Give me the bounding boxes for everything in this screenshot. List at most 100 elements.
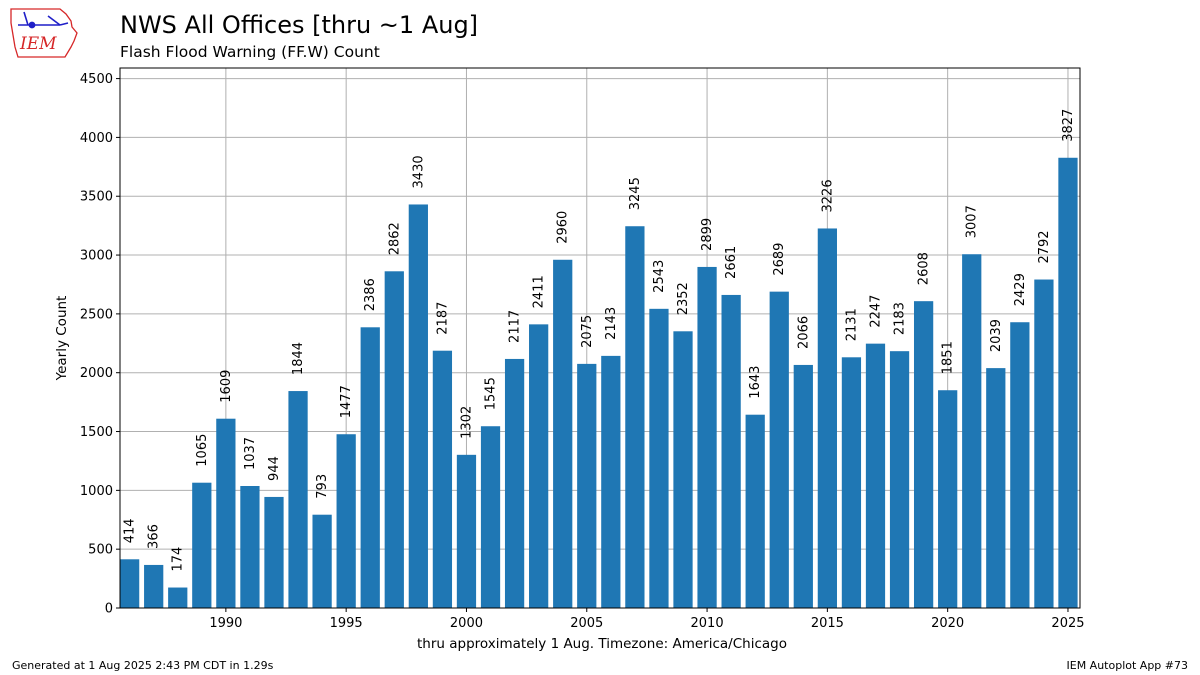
bar-1995 [336,434,356,608]
bar-2018 [889,351,910,608]
data-label-2009: 2352 [676,282,691,315]
data-label-2025: 3827 [1061,109,1076,142]
data-label-2012: 1643 [748,366,763,399]
y-tick-label: 2000 [80,366,113,381]
bar-1989 [192,482,212,608]
data-label-1986: 414 [123,518,138,543]
x-tick-label: 2005 [570,616,603,631]
data-label-1995: 1477 [339,385,354,418]
data-label-2014: 2066 [796,316,811,349]
bars [120,157,1078,608]
data-label-2023: 2429 [1013,273,1028,306]
data-label-1990: 1609 [219,370,234,403]
x-tick-label: 2020 [931,616,964,631]
data-label-1993: 1844 [291,342,306,375]
y-tick-label: 4000 [80,131,113,146]
bar-2020 [938,390,958,608]
x-tick-label: 2010 [691,616,724,631]
data-label-2017: 2247 [868,295,883,328]
axis-ticks: 1990 1995 2000 2005 2010 2015 2020 2025 0 500 1000… [80,72,1085,631]
y-tick-label: 1500 [80,425,113,440]
bar-2012 [745,414,765,608]
data-label-2005: 2075 [580,315,595,348]
data-label-2018: 2183 [893,302,908,335]
bar-2003 [529,324,549,608]
data-label-1989: 1065 [195,434,210,467]
y-tick-label: 3500 [80,190,113,205]
data-label-2015: 3226 [820,179,835,212]
y-tick-label: 4500 [80,72,113,87]
data-label-2008: 2543 [652,260,667,293]
plot-frame [119,67,1081,609]
app-label: IEM Autoplot App #73 [1066,659,1189,672]
data-label-2013: 2689 [772,243,787,276]
generated-timestamp: Generated at 1 Aug 2025 2:43 PM CDT in 1… [12,659,274,672]
data-label-2007: 3245 [628,177,643,210]
x-tick-label: 1990 [209,616,242,631]
data-label-2016: 2131 [844,308,859,341]
bar-2001 [480,426,501,608]
chart-subtitle: Flash Flood Warning (FF.W) Count [120,43,380,61]
iowa-outline-icon [10,8,78,58]
bar-2019 [913,301,934,608]
data-labels: 414 366 174 1065 1609 1037 944 1844 793 1477 2386 2… [123,109,1076,572]
y-tick-label: 0 [105,602,113,617]
data-label-2010: 2899 [700,218,715,251]
data-label-1992: 944 [267,456,282,481]
data-label-2019: 2608 [917,252,932,285]
bar-1994 [312,514,332,608]
bar-1992 [264,496,284,608]
bar-1990 [216,418,236,608]
data-label-2001: 1545 [484,377,499,410]
bar-2022 [986,368,1006,608]
bar-1993 [288,391,308,608]
bar-1996 [360,327,380,608]
bar-2017 [865,343,886,608]
bar-1999 [432,350,453,608]
y-tick-label: 500 [88,543,113,558]
x-tick-label: 2015 [811,616,844,631]
data-label-1991: 1037 [243,437,258,470]
bar-1988 [168,587,188,608]
bar-2016 [841,357,862,608]
x-tick-label: 1995 [330,616,363,631]
data-label-1996: 2386 [363,278,378,311]
iem-logo: IEM [8,5,82,61]
bar-2021 [962,254,982,608]
bar-2023 [1010,322,1030,608]
bar-2014 [793,364,813,608]
x-tick-label: 2000 [450,616,483,631]
x-axis-label: thru approximately 1 Aug. Timezone: Amer… [417,636,787,652]
data-label-1994: 793 [315,474,330,499]
chart-title: NWS All Offices [thru ~1 Aug] [120,11,479,39]
data-label-1997: 2862 [387,222,402,255]
grid [120,68,1080,609]
bar-2008 [649,308,669,608]
bar-2005 [577,363,597,608]
bar-2011 [721,294,741,608]
data-label-2021: 3007 [965,205,980,238]
data-label-2022: 2039 [989,319,1004,352]
data-label-2020: 1851 [941,341,956,374]
data-label-2000: 1302 [459,406,474,439]
data-label-1999: 2187 [435,302,450,335]
bar-2002 [504,358,525,608]
bar-2025 [1058,157,1078,608]
data-label-1988: 174 [171,547,186,572]
data-label-2006: 2143 [604,307,619,340]
bar-2006 [601,355,621,608]
bar-2010 [697,266,717,608]
weather-station-icon [18,11,69,29]
data-label-1987: 366 [147,524,162,549]
bar-2009 [673,331,693,608]
bar-2004 [553,259,573,608]
bar-2015 [817,228,837,608]
y-axis-label: Yearly Count [54,296,70,382]
bar-1998 [408,204,428,608]
bar-2024 [1034,279,1054,608]
bar-2007 [625,226,645,608]
data-label-2002: 2117 [508,310,523,343]
y-tick-label: 3000 [80,249,113,264]
x-tick-label: 2025 [1051,616,1084,631]
